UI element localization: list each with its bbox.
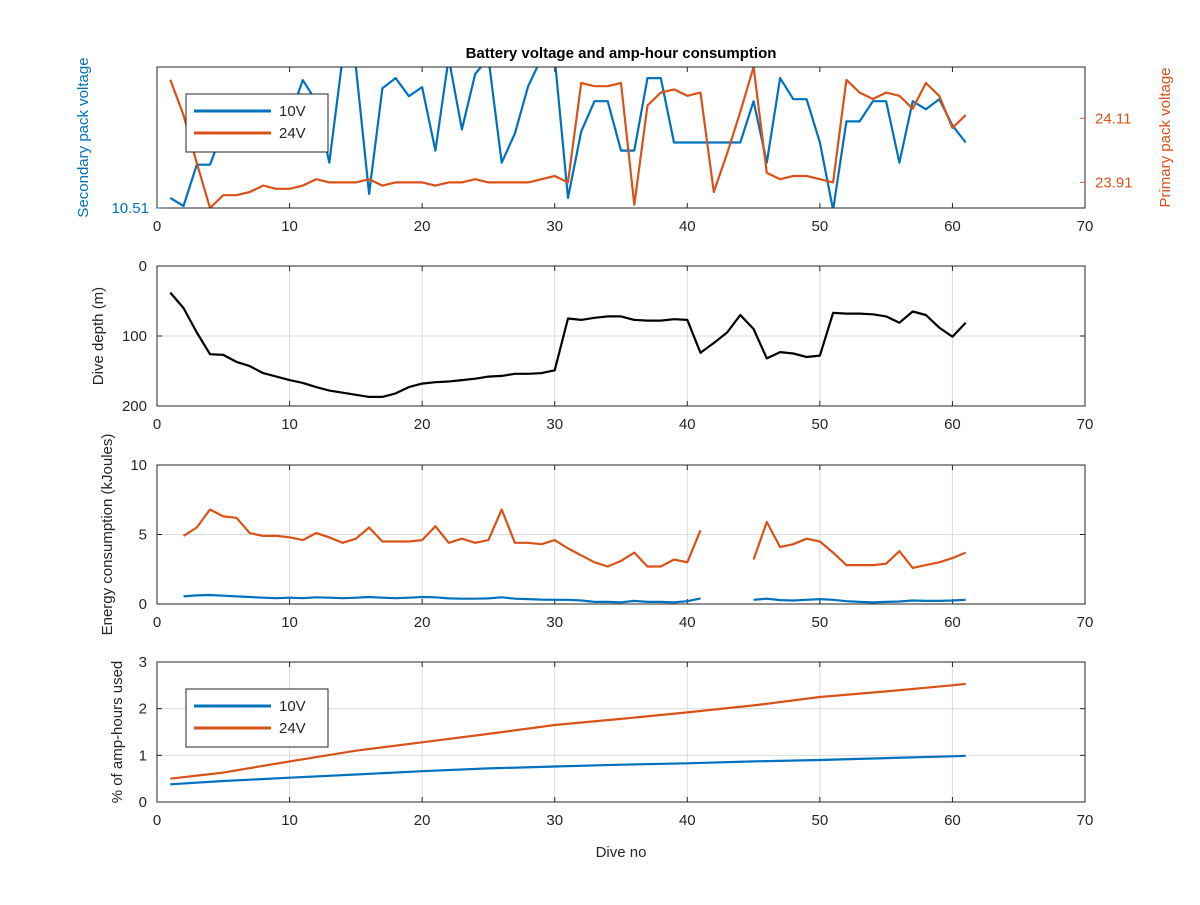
x-axis-label: Dive no [596,844,647,861]
chart-title: Battery voltage and amp-hour consumption [466,45,777,62]
x-tick-label: 60 [944,218,961,235]
y-axis-label: % of amp-hours used [109,661,126,804]
y-tick-label: 0 [139,258,147,275]
legend-label: 10V [279,698,306,715]
y-tick-label: 2 [139,701,147,718]
x-tick-label: 60 [944,614,961,631]
x-tick-label: 70 [1077,218,1094,235]
x-tick-label: 0 [153,416,161,433]
chart-voltage: 0 10 20 30 40 50 60 70 10.51 23.91 24.11 Secondary … [75,45,1174,235]
x-tick-label: 50 [812,218,829,235]
series-line-10V [169,67,967,208]
legend-label: 24V [279,125,306,142]
x-tick-label: 60 [944,416,961,433]
series-line-10V [753,597,966,604]
axes-frame [156,464,1086,605]
x-tick-label: 30 [546,812,563,829]
y-tick-label: 1 [139,747,147,764]
axes-frame [156,66,1086,209]
y-tick-label: 100 [122,328,147,345]
x-tick-label: 10 [281,812,298,829]
y-tick-label: 200 [122,398,147,415]
x-tick-label: 20 [414,614,431,631]
x-tick-label: 10 [281,218,298,235]
x-tick-label: 40 [679,614,696,631]
x-tick-label: 20 [414,812,431,829]
y-tick-label: 0 [139,596,147,613]
legend-box [185,688,329,748]
y-axis-label: Energy consumption (kJoules) [99,434,116,636]
legend-label: 24V [279,720,306,737]
x-tick-label: 10 [281,614,298,631]
y-tick-label-left: 10.51 [111,200,149,217]
x-tick-label: 0 [153,614,161,631]
x-tick-label: 50 [812,614,829,631]
x-tick-label: 40 [679,218,696,235]
x-tick-label: 0 [153,218,161,235]
y-axis-label-right: Primary pack voltage [1157,67,1174,207]
x-tick-label: 50 [812,416,829,433]
y-tick-label: 3 [139,654,147,671]
x-tick-label: 0 [153,812,161,829]
y-tick-label-right: 24.11 [1095,110,1131,127]
series-line-24V [182,508,702,568]
axes-frame [156,265,1086,407]
x-tick-label: 70 [1077,614,1094,631]
x-tick-label: 30 [546,614,563,631]
y-axis-label-left: Secondary pack voltage [75,57,92,217]
y-tick-label: 5 [139,527,147,544]
series-line-24V [170,682,966,780]
series-line-10V [183,593,701,604]
series-line-10V [170,754,966,786]
chart-energy: 0 5 10 0 10 20 30 40 50 60 70 Energy consumption (k… [99,434,1093,636]
y-tick-label: 0 [139,794,147,811]
legend-box [185,93,329,153]
x-tick-label: 40 [679,812,696,829]
plot-area [169,67,967,208]
x-tick-label: 20 [414,218,431,235]
x-tick-label: 60 [944,812,961,829]
chart-depth: 0 100 200 0 10 20 30 40 50 60 70 Dive depth (m) [90,258,1093,433]
x-tick-label: 70 [1077,416,1094,433]
x-tick-label: 70 [1077,812,1094,829]
x-tick-label: 20 [414,416,431,433]
y-axis-label: Dive depth (m) [90,287,107,385]
y-tick-label-right: 23.91 [1095,174,1133,191]
x-tick-label: 40 [679,416,696,433]
axes-frame [156,661,1086,803]
x-tick-label: 10 [281,416,298,433]
legend-label: 10V [279,103,306,120]
y-tick-label: 10 [130,457,147,474]
series-line-24V [752,520,967,570]
x-tick-label: 30 [546,218,563,235]
series-line [169,291,967,398]
x-tick-label: 30 [546,416,563,433]
x-tick-label: 50 [812,812,829,829]
series-line-24V [169,67,967,208]
